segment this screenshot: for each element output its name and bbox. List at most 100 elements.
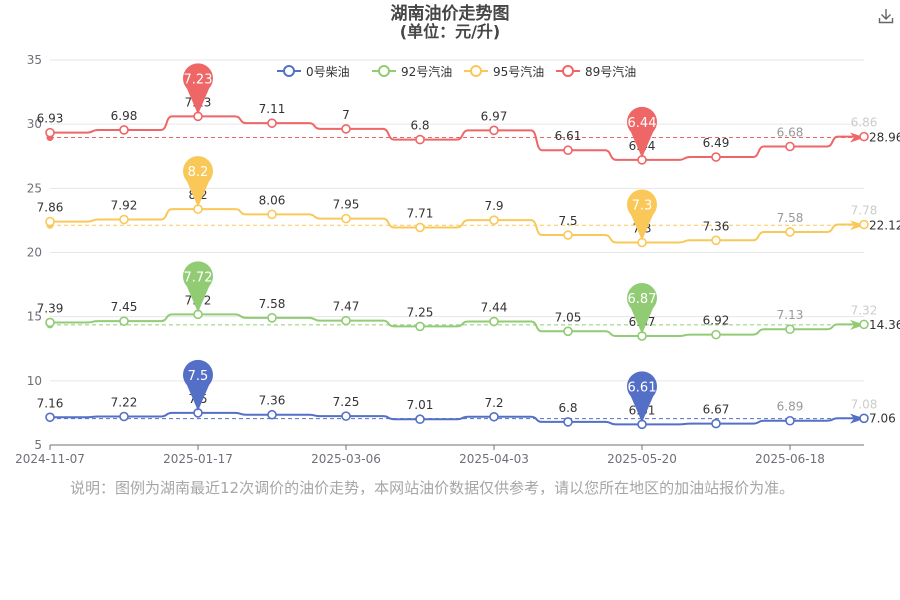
data-point (267, 409, 277, 420)
data-point (563, 326, 573, 337)
legend-label: 0号柴油 (306, 65, 350, 79)
data-point (785, 415, 795, 426)
legend-item-1[interactable]: 92号汽油 (372, 64, 452, 79)
legend-label: 95号汽油 (493, 64, 544, 79)
data-label: 6.89 (777, 400, 804, 414)
series-0: 7.067.167.227.57.367.257.017.26.86.616.6… (37, 392, 896, 430)
data-label: 6.98 (111, 109, 138, 123)
data-label: 7 (342, 108, 350, 122)
chart-title: 湖南油价走势图 (390, 4, 510, 24)
data-point (267, 118, 277, 128)
data-point (489, 316, 499, 327)
x-tick-label: 2025-03-06 (311, 452, 381, 466)
data-label: 7.58 (259, 297, 286, 311)
max-pin: 8.2 (183, 156, 213, 208)
legend-swatch-marker (562, 65, 574, 77)
data-label: 6.61 (555, 129, 582, 143)
data-label: 7.47 (333, 300, 360, 314)
max-pin: 7.5 (183, 359, 213, 411)
pin-label: 6.87 (628, 292, 657, 307)
pin-tail (186, 284, 210, 313)
data-point (267, 313, 277, 323)
data-label: 6.68 (777, 125, 804, 139)
data-label: 6.67 (703, 403, 730, 417)
data-label: 7.2 (484, 396, 503, 410)
pin-head (627, 189, 657, 220)
data-point (415, 222, 425, 233)
data-point (415, 321, 425, 332)
mean-label: 7.06 (869, 412, 896, 426)
data-label: 7.25 (407, 305, 434, 319)
y-tick-label: 25 (27, 181, 42, 195)
data-point (489, 215, 499, 225)
data-point (785, 324, 795, 335)
data-point (341, 124, 351, 134)
pin-tail (630, 394, 654, 423)
pin-label: 6.44 (628, 116, 657, 131)
y-tick-label: 35 (27, 53, 42, 67)
data-point (859, 319, 869, 330)
data-point (119, 214, 129, 225)
data-point (119, 316, 129, 326)
data-label: 6.8 (558, 401, 577, 415)
pin-head (183, 261, 213, 292)
series-2: 22.127.867.928.28.067.957.717.97.57.37.3… (37, 188, 900, 248)
pin-head (627, 283, 657, 314)
pin-tail (630, 129, 654, 158)
data-point (563, 417, 573, 427)
data-label: 7.78 (851, 204, 878, 218)
data-point (489, 125, 499, 136)
chart-subtitle: (单位：元/升) (399, 22, 501, 41)
data-label: 6.97 (481, 109, 508, 123)
x-tick-label: 2025-04-03 (459, 452, 529, 466)
data-label: 7.11 (259, 102, 286, 116)
legend-item-2[interactable]: 95号汽油 (464, 64, 544, 79)
y-tick-label: 10 (27, 374, 42, 388)
data-label: 7.36 (259, 394, 286, 408)
min-pin: 6.44 (627, 106, 657, 158)
legend-swatch-marker (283, 65, 295, 77)
data-point (785, 227, 795, 237)
data-point (45, 216, 55, 227)
data-point (489, 411, 499, 422)
data-label: 7.25 (333, 395, 360, 409)
data-point (563, 230, 573, 240)
mean-label: 14.36 (869, 318, 900, 332)
data-label: 8.06 (259, 193, 286, 207)
legend-swatch-marker (470, 65, 482, 77)
data-point (415, 414, 425, 425)
min-pin: 6.61 (627, 371, 657, 423)
pin-label: 7.72 (184, 270, 213, 285)
legend-label: 89号汽油 (585, 64, 636, 79)
data-point (785, 141, 795, 152)
mean-label: 22.12 (869, 218, 900, 232)
download-icon[interactable] (876, 6, 896, 26)
data-point (267, 209, 277, 220)
legend-item-3[interactable]: 89号汽油 (556, 64, 636, 79)
series-3: 28.966.936.987.237.1176.86.976.616.446.4… (37, 95, 900, 165)
max-pin: 7.23 (183, 63, 213, 115)
data-label: 7.32 (851, 303, 878, 317)
y-tick-label: 15 (27, 310, 42, 324)
data-point (341, 411, 351, 421)
data-label: 7.22 (111, 396, 138, 410)
pin-tail (186, 382, 210, 411)
pin-label: 6.61 (628, 380, 657, 395)
data-point (341, 315, 351, 326)
pin-head (183, 156, 213, 187)
footnote: 说明：图例为湖南最近12次调价的油价走势，本网站油价数据仅供参考，请以您所在地区… (70, 479, 795, 497)
legend-item-0[interactable]: 0号柴油 (277, 65, 350, 79)
data-label: 7.36 (703, 219, 730, 233)
min-pin: 7.3 (627, 189, 657, 241)
data-label: 6.49 (703, 136, 730, 150)
min-pin: 6.87 (627, 283, 657, 335)
series-line (50, 411, 864, 426)
data-label: 7.45 (111, 300, 138, 314)
data-point (45, 127, 55, 138)
y-tick-label: 30 (27, 117, 42, 131)
series-1: 14.367.397.457.727.587.477.257.447.056.8… (37, 293, 900, 341)
data-point (859, 219, 869, 230)
x-tick-label: 2024-11-07 (15, 452, 85, 466)
data-point (563, 145, 573, 156)
x-tick-label: 2025-01-17 (163, 452, 233, 466)
